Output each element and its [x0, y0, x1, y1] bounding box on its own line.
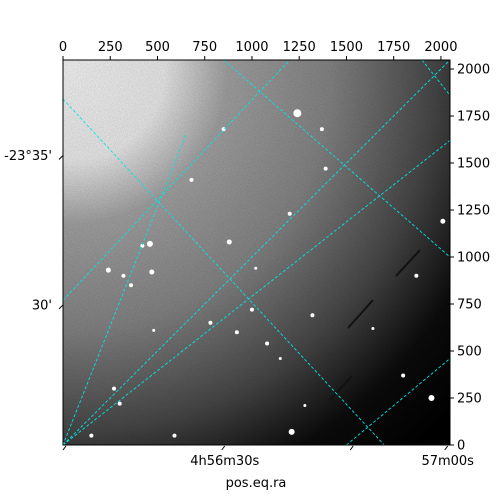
top-tick-label-4: 1000 [235, 40, 268, 55]
star-14 [208, 320, 213, 325]
grid-line-7 [63, 140, 450, 445]
star-20 [440, 218, 446, 224]
star-31 [371, 326, 375, 330]
right-tick-label-3: 750 [457, 298, 482, 313]
top-tick-label-6: 1500 [330, 40, 363, 55]
right-tick-label-0: 0 [457, 439, 465, 454]
star-8 [146, 240, 153, 247]
dec-tick-label-0: -23°35' [4, 149, 52, 164]
right-pixel-axis: 0 250 500 750 1000 1250 1500 1750 2000 [450, 63, 490, 454]
star-26 [89, 433, 94, 438]
right-tick-label-7: 1750 [457, 110, 490, 125]
star-13 [249, 307, 254, 312]
dec-tick-label-1: 30' [32, 298, 52, 313]
bottom-tick-3 [444, 445, 449, 451]
grid-line-1 [63, 60, 291, 301]
right-tick-label-6: 1500 [457, 157, 490, 172]
star-4 [189, 177, 194, 182]
star-28 [152, 328, 156, 332]
top-tick-label-2: 500 [145, 40, 170, 55]
star-27 [278, 357, 282, 361]
star-10 [121, 273, 126, 278]
star-29 [303, 404, 307, 408]
ra-tick-label-1: 57m00s [421, 454, 474, 469]
dec-tick-1 [58, 304, 64, 310]
star-11 [149, 269, 155, 275]
ra-tick-label-0: 4h56m30s [190, 454, 259, 469]
top-pixel-axis: 0 250 500 750 1000 1250 1500 1750 2000 [59, 40, 457, 60]
star-6 [226, 239, 232, 245]
star-7 [140, 243, 145, 248]
plot-frame [62, 59, 451, 446]
right-tick-label-5: 1250 [457, 204, 490, 219]
x-axis-label: pos.eq.ra [226, 476, 287, 491]
bottom-tick-0 [62, 445, 67, 451]
satellite-streaks [329, 249, 421, 401]
coordinate-grid [63, 60, 450, 445]
star-21 [288, 428, 295, 435]
grid-line-3 [63, 98, 385, 445]
right-tick-label-2: 500 [457, 345, 482, 360]
top-tick-label-7: 1750 [377, 40, 410, 55]
bottom-ra-axis: 4h56m30s 57m00s [62, 445, 474, 469]
bottom-tick-2 [349, 445, 354, 451]
stars [89, 109, 446, 438]
star-22 [117, 401, 122, 406]
grid-line-5 [421, 60, 450, 96]
star-19 [414, 273, 419, 278]
top-tick-label-3: 750 [192, 40, 217, 55]
star-25 [172, 433, 177, 438]
star-24 [428, 395, 435, 402]
star-3 [323, 166, 328, 171]
grid-line-0 [63, 134, 187, 445]
star-5 [287, 211, 292, 216]
grid-line-6 [346, 358, 450, 445]
star-12 [129, 283, 134, 288]
star-30 [254, 266, 258, 270]
top-tick-label-0: 0 [59, 40, 67, 55]
top-tick-label-1: 250 [98, 40, 123, 55]
left-dec-axis: -23°35' 30' [4, 149, 64, 313]
star-9 [105, 267, 111, 273]
dec-tick-0 [58, 155, 64, 160]
grid-line-4 [223, 60, 450, 258]
star-0 [293, 109, 302, 118]
top-tick-label-8: 2000 [424, 40, 457, 55]
top-tick-label-5: 1250 [283, 40, 316, 55]
star-17 [265, 341, 270, 346]
star-18 [310, 313, 315, 318]
star-16 [112, 386, 117, 391]
right-tick-label-1: 250 [457, 392, 482, 407]
star-23 [401, 373, 406, 378]
bottom-tick-1 [221, 445, 226, 451]
star-2 [319, 127, 324, 132]
star-15 [234, 330, 239, 335]
star-1 [221, 127, 226, 132]
right-tick-label-4: 1000 [457, 251, 490, 266]
grid-line-2 [63, 60, 450, 445]
sky-image [63, 60, 450, 445]
right-tick-label-8: 2000 [457, 63, 490, 78]
